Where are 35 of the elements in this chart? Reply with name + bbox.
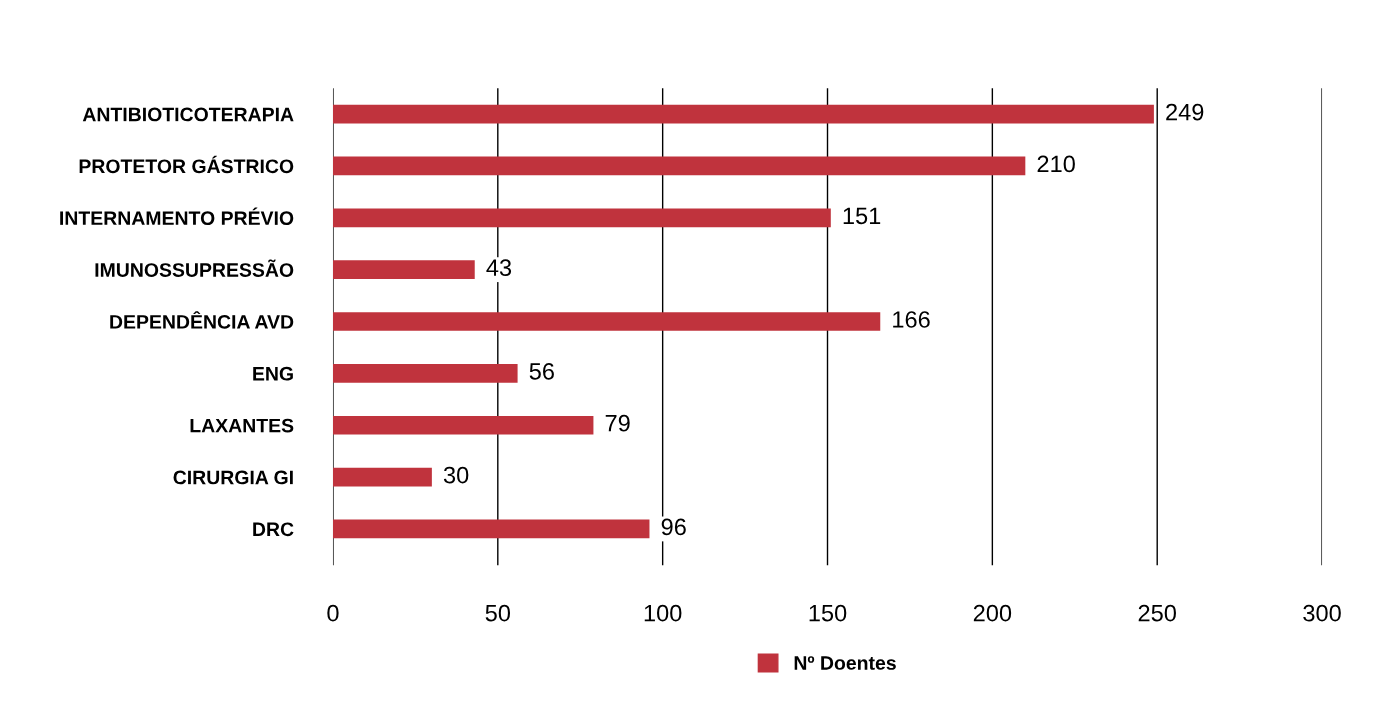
y-tick-label: DRC — [253, 522, 294, 537]
y-tick-label: DEPENDÊNCIA AVD — [110, 311, 294, 329]
x-tick-label: 200 — [973, 604, 1012, 622]
data-label: 30 — [443, 466, 469, 484]
bar — [332, 467, 432, 487]
bar — [332, 415, 594, 435]
data-label: 96 — [661, 518, 686, 536]
bar — [332, 312, 881, 331]
bar — [332, 519, 650, 539]
bar — [332, 364, 518, 383]
data-label: 151 — [843, 207, 881, 225]
y-tick-label: ANTIBIOTICOTERAPIA — [82, 107, 294, 122]
y-tick-label: IMUNOSSUPRESSÃO — [95, 259, 294, 277]
x-tick-label: 250 — [1138, 604, 1176, 622]
x-tick-label: 0 — [327, 604, 339, 622]
bar — [332, 104, 1154, 124]
y-tick-label: ENG — [253, 366, 293, 381]
bar — [332, 156, 1026, 176]
data-label: 166 — [893, 311, 930, 328]
x-tick-label: 50 — [485, 604, 511, 622]
x-tick-label: 300 — [1303, 604, 1341, 622]
bar — [332, 208, 831, 228]
bar — [332, 260, 475, 279]
data-label: 43 — [486, 259, 512, 276]
y-tick-label: CIRURGIA GI — [173, 470, 293, 485]
data-label: 249 — [1166, 103, 1204, 121]
data-label: 210 — [1037, 155, 1075, 173]
data-label: 79 — [605, 414, 630, 432]
legend-label: Nº Doentes — [794, 656, 896, 670]
data-label: 56 — [529, 362, 554, 380]
y-tick-label: LAXANTES — [190, 418, 294, 433]
x-tick-label: 150 — [809, 604, 847, 622]
y-tick-label: INTERNAMENTO PRÉVIO — [60, 207, 294, 226]
y-tick-label: PROTETOR GÁSTRICO — [79, 155, 294, 174]
x-tick-label: 100 — [644, 604, 682, 622]
